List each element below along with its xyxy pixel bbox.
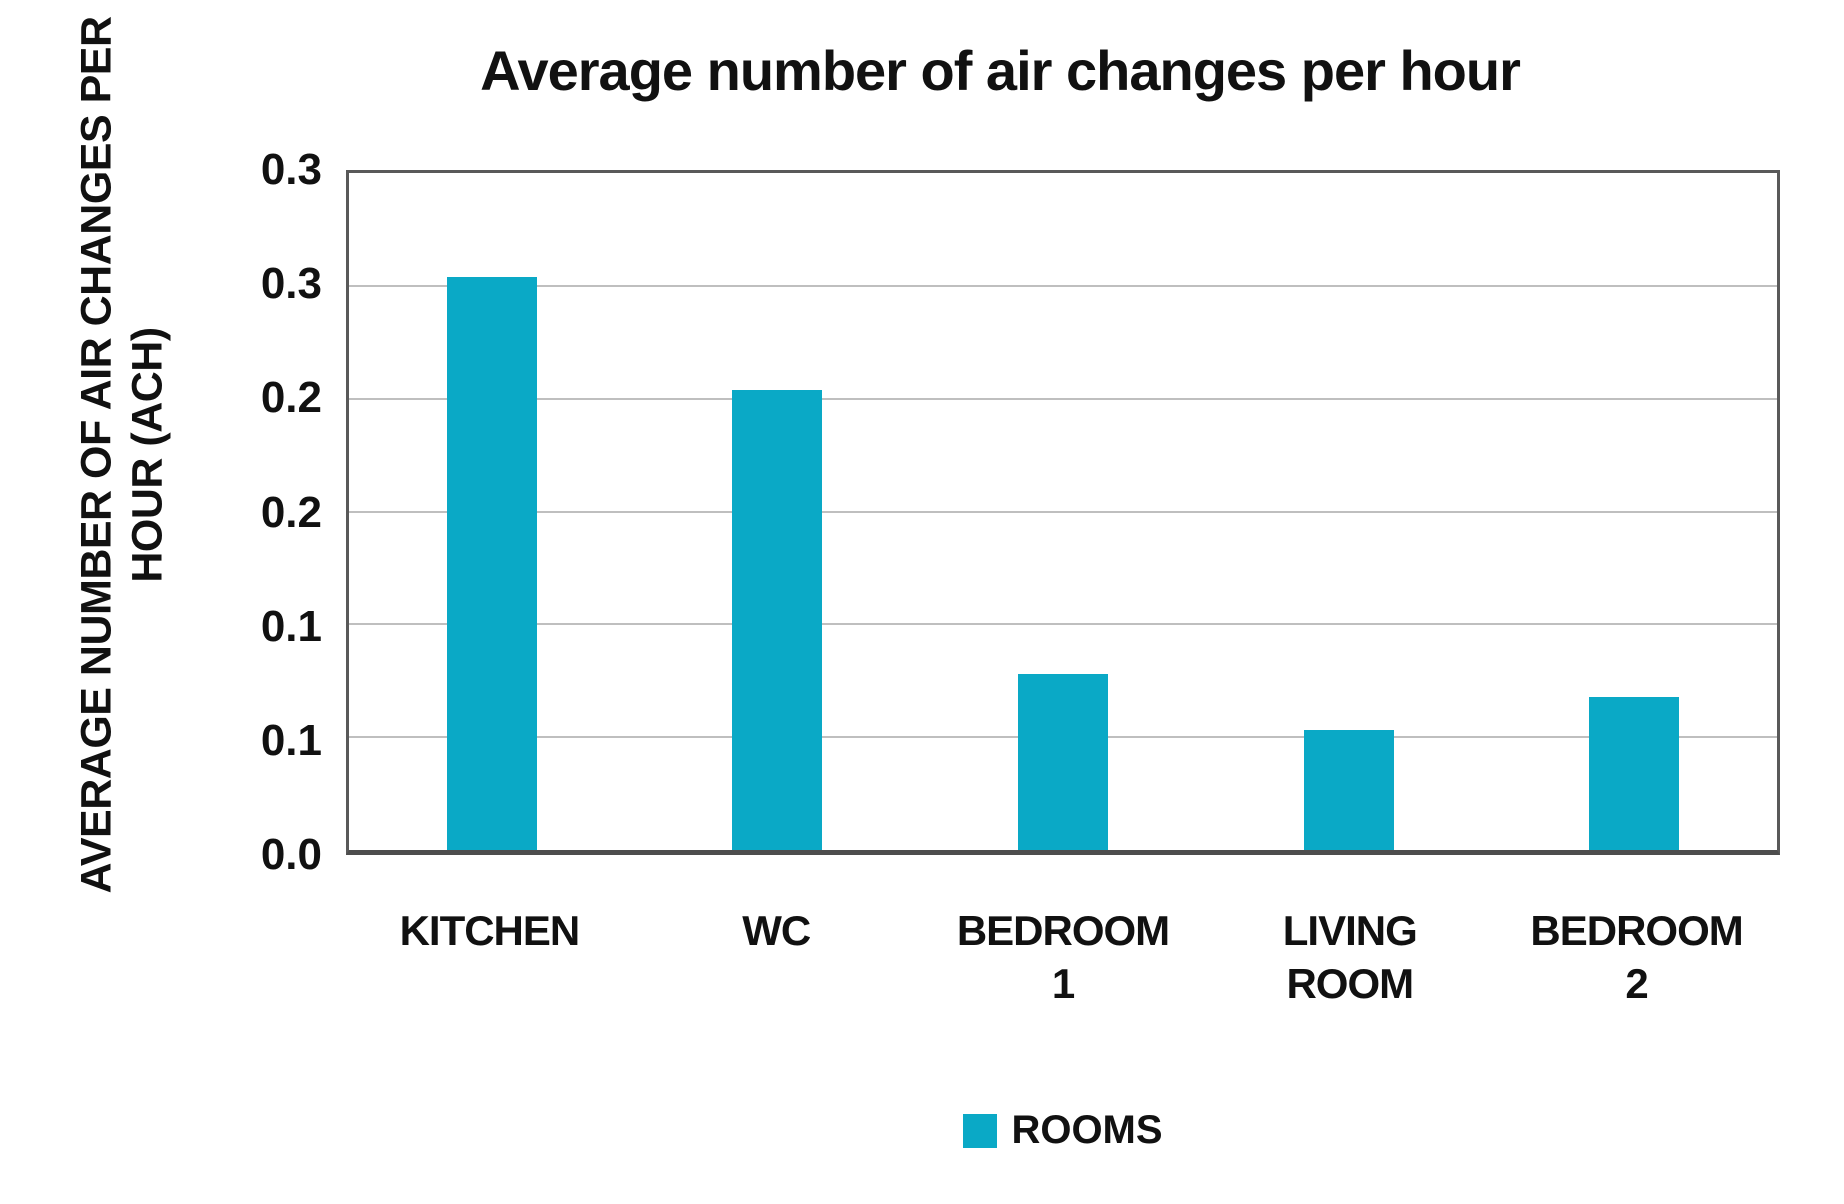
- bar-slot: [920, 173, 1206, 850]
- y-tick-label: 0.2: [260, 487, 322, 537]
- plot-area: [346, 170, 1780, 855]
- gridline: [349, 623, 1777, 626]
- legend-swatch: [963, 1113, 998, 1148]
- gridline: [349, 397, 1777, 400]
- legend: ROOMS: [346, 1108, 1780, 1153]
- gridline: [349, 284, 1777, 287]
- y-tick-label: 0.2: [260, 373, 322, 423]
- bar-slot: [1206, 173, 1492, 850]
- bar-bedroom-2: [1589, 696, 1680, 850]
- bar-wc: [732, 389, 823, 850]
- bar-slot: [1491, 173, 1777, 850]
- bars: [349, 173, 1777, 850]
- x-category-label: BEDROOM 1: [956, 907, 1170, 1007]
- gridline: [349, 510, 1777, 513]
- x-category-label: LIVING ROOM: [1282, 907, 1418, 1007]
- y-tick-label: 0.3: [260, 259, 322, 309]
- x-category-label: WC: [742, 907, 811, 954]
- y-tick-label: 0.1: [260, 715, 322, 765]
- x-category-label: BEDROOM 2: [1530, 907, 1743, 1007]
- y-tick-label: 0.0: [260, 830, 322, 879]
- legend-label: ROOMS: [1011, 1108, 1163, 1152]
- y-tick-label: 0.3: [260, 145, 322, 194]
- chart-title: Average number of air changes per hour: [480, 39, 1521, 102]
- y-tick-label: 0.1: [260, 601, 322, 651]
- bar-slot: [635, 173, 921, 850]
- x-labels: KITCHEN WC BEDROOM 1 LIVING ROOM BEDROOM 2: [346, 905, 1780, 1010]
- bar-slot: [349, 173, 635, 850]
- x-category-label: KITCHEN: [399, 907, 581, 954]
- bar-kitchen: [446, 276, 537, 850]
- bar-living-room: [1303, 730, 1394, 850]
- y-tick-labels: 0.3 0.3 0.2 0.2 0.1 0.1 0.0: [0, 145, 334, 879]
- bar-bedroom-1: [1017, 673, 1108, 850]
